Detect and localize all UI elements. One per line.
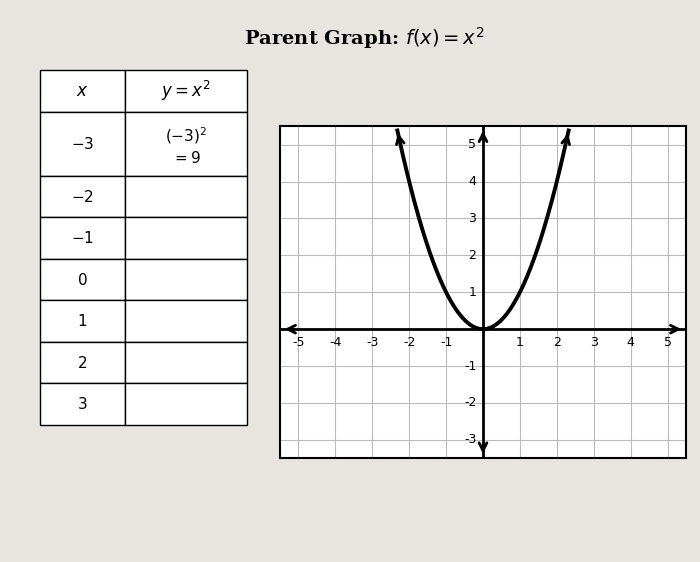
Text: Parent Graph: $f(x) = x^2$: Parent Graph: $f(x) = x^2$ [244,25,484,51]
Bar [125,217,248,259]
Text: 5: 5 [468,138,477,151]
Text: 5: 5 [664,336,671,349]
Bar [39,70,125,111]
Text: -3: -3 [366,336,379,349]
Text: $1$: $1$ [77,313,88,329]
Text: 4: 4 [626,336,635,349]
Text: 1: 1 [516,336,524,349]
Text: $-2$: $-2$ [71,189,94,205]
Bar [39,259,125,301]
Text: $y = x^2$: $y = x^2$ [162,79,211,103]
Bar [39,176,125,217]
Bar [125,70,248,111]
Bar [125,111,248,176]
Text: 2: 2 [553,336,561,349]
Text: 3: 3 [468,212,477,225]
Bar [125,259,248,301]
Bar [39,111,125,176]
Bar [39,383,125,425]
Bar [125,301,248,342]
Text: -1: -1 [440,336,452,349]
Bar [39,342,125,383]
Bar [39,217,125,259]
Text: $-1$: $-1$ [71,230,94,246]
Text: -2: -2 [464,396,477,410]
Text: -4: -4 [329,336,342,349]
Text: -3: -3 [464,433,477,446]
Bar [125,176,248,217]
Text: $-3$: $-3$ [71,136,94,152]
Text: 1: 1 [468,285,477,299]
Bar [125,383,248,425]
Text: $2$: $2$ [77,355,88,371]
Text: $(-3)^2$: $(-3)^2$ [165,126,207,146]
Text: $= 9$: $= 9$ [172,150,201,166]
Text: -2: -2 [403,336,415,349]
Text: 4: 4 [468,175,477,188]
Text: -1: -1 [464,360,477,373]
Text: $0$: $0$ [77,271,88,288]
Bar [39,301,125,342]
Bar [125,342,248,383]
Text: 2: 2 [468,249,477,262]
Text: -5: -5 [292,336,304,349]
Text: $x$: $x$ [76,81,88,100]
Text: 3: 3 [590,336,598,349]
Text: $3$: $3$ [77,396,88,412]
